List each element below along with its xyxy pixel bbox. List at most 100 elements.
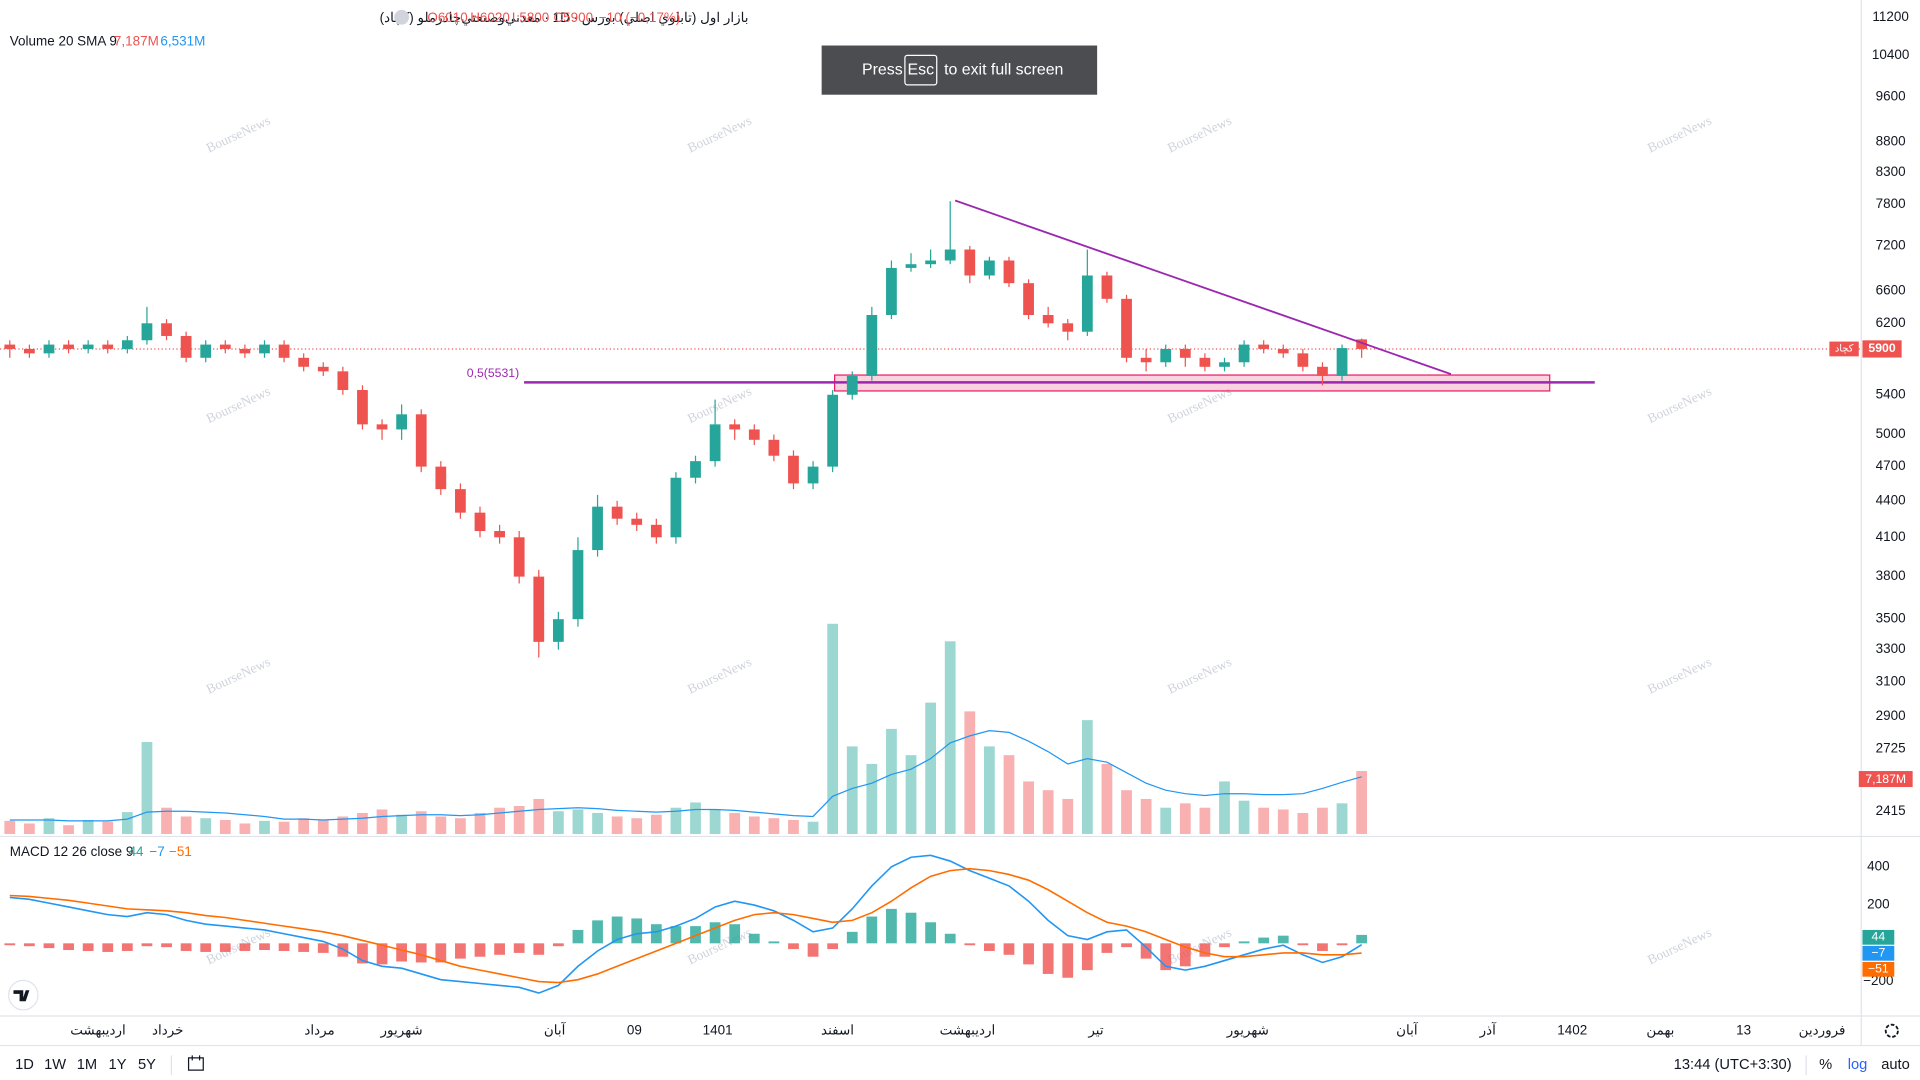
- volume-bar: [572, 809, 584, 834]
- watermark: BourseNews: [204, 383, 273, 426]
- volume-bar: [1003, 755, 1015, 834]
- macd-histogram-bar: [1336, 943, 1348, 946]
- candle-body: [690, 461, 701, 478]
- candle-body: [944, 249, 956, 261]
- trendline: [954, 199, 1452, 375]
- macd-hist-value: 44: [129, 844, 144, 859]
- candle-body: [768, 439, 780, 456]
- macd-histogram-bar: [886, 908, 897, 944]
- candle-body: [1336, 348, 1348, 376]
- volume-bar: [748, 816, 760, 834]
- volume-legend: Volume 20 SMA 9: [10, 33, 117, 48]
- macd-tick-label: 400: [1867, 858, 1889, 873]
- candle-body: [631, 518, 643, 525]
- y-tick-label: 4400: [1876, 492, 1906, 507]
- macd-legend: MACD 12 26 close 9: [10, 844, 134, 859]
- volume-bar: [474, 812, 486, 834]
- x-tick-label: اردیبهشت: [940, 1022, 996, 1038]
- macd-last-box: [1862, 961, 1895, 977]
- price-tag-box: [1829, 341, 1859, 357]
- collapse-button[interactable]: [394, 9, 409, 25]
- candle-body: [1199, 357, 1211, 367]
- volume-bar: [611, 816, 623, 834]
- toast-key: Esc: [908, 61, 935, 78]
- candle-body: [396, 414, 408, 430]
- candle-body: [455, 489, 466, 513]
- macd-last-label: −7: [1871, 946, 1885, 960]
- volume-bar: [944, 641, 956, 834]
- log-button[interactable]: log: [1848, 1057, 1868, 1073]
- goto-date-button[interactable]: [187, 1055, 204, 1071]
- candle-body: [63, 344, 74, 349]
- fib-level-label: 0,5(5531): [467, 366, 519, 380]
- volume-bar: [964, 711, 976, 834]
- volume-bar: [905, 755, 917, 834]
- range-button[interactable]: 5Y: [138, 1057, 156, 1073]
- symbol-line: بازار اول (تابلوي اصلي) بورس · 1D · معدن…: [380, 10, 749, 26]
- macd-histogram-bar: [43, 943, 55, 949]
- volume-bar: [1042, 790, 1054, 834]
- volume-bar: [1336, 803, 1348, 834]
- y-tick-label: 6600: [1876, 282, 1906, 297]
- macd-histogram-bar: [337, 943, 349, 957]
- macd-histogram-bar: [552, 943, 564, 947]
- x-tick-label: 09: [627, 1022, 642, 1037]
- candle-body: [1042, 315, 1054, 324]
- percent-button[interactable]: %: [1819, 1057, 1832, 1073]
- range-button[interactable]: 1M: [77, 1057, 97, 1073]
- volume-bar: [357, 812, 368, 834]
- volume-bar: [1199, 807, 1211, 834]
- volume-last-box: [1858, 771, 1913, 788]
- range-button[interactable]: 1Y: [109, 1057, 127, 1073]
- volume-bar: [102, 821, 114, 834]
- volume-bar: [435, 816, 447, 834]
- candle-body: [1258, 344, 1270, 349]
- volume-bar: [259, 820, 270, 834]
- volume-bar: [984, 746, 995, 834]
- y-tick-label: 5000: [1876, 426, 1906, 441]
- candle-body: [376, 424, 388, 430]
- volume-bar: [298, 818, 310, 834]
- volume-bar: [1297, 812, 1309, 834]
- fullscreen-toast: Press Esc to exit full screen: [821, 45, 1098, 95]
- plot: 11200 10400 9600 8800 8300 7800 7200 6600 6200 54…: [0, 9, 1913, 1038]
- candle-body: [1062, 323, 1074, 332]
- volume-value: 7,187M: [114, 33, 159, 48]
- volume-sma: [9, 730, 1362, 822]
- x-tick-label: آبان: [544, 1020, 567, 1037]
- macd-histogram-bar: [1219, 943, 1230, 948]
- macd-histogram-bar: [278, 943, 290, 951]
- candle-body: [161, 323, 172, 336]
- candle-body: [121, 340, 133, 349]
- x-tick-label: 1402: [1557, 1022, 1587, 1037]
- y-tick-label: 5400: [1876, 386, 1906, 401]
- volume-bar: [161, 807, 172, 834]
- y-tick-label: 6200: [1876, 315, 1906, 330]
- macd-histogram-bar: [984, 943, 995, 951]
- macd-tick-label: −200: [1863, 973, 1893, 988]
- macd-histogram-bar: [298, 943, 310, 952]
- macd-histogram-bar: [807, 943, 819, 957]
- candle-body: [1277, 348, 1289, 354]
- macd-histogram-bar: [180, 943, 192, 951]
- candle-body: [611, 506, 623, 519]
- candle-body: [357, 390, 368, 425]
- watermark: BourseNews: [204, 654, 273, 697]
- volume-bar: [376, 809, 388, 834]
- range-button[interactable]: 1D: [15, 1057, 34, 1073]
- macd-histogram-bar: [1140, 943, 1152, 959]
- macd-histogram-bar: [82, 943, 94, 951]
- y-tick-label: 7200: [1876, 237, 1906, 252]
- volume-bar: [650, 814, 662, 834]
- auto-button[interactable]: auto: [1881, 1057, 1910, 1073]
- macd-histogram-bar: [396, 943, 408, 962]
- last-price-label: 5900: [1868, 341, 1895, 355]
- candle-body: [474, 512, 486, 532]
- candle-body: [1081, 275, 1093, 332]
- settings-button[interactable]: [1884, 1023, 1899, 1038]
- watermark: BourseNews: [1645, 383, 1714, 426]
- x-tick-label: شهریور: [380, 1022, 423, 1038]
- range-button[interactable]: 1W: [44, 1057, 66, 1073]
- candle-body: [670, 477, 682, 538]
- macd-histogram-bar: [1160, 943, 1172, 971]
